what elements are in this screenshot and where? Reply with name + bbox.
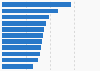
Bar	[2, 64, 33, 69]
Bar	[2, 9, 58, 13]
Bar	[2, 33, 43, 38]
Bar	[2, 21, 46, 25]
Bar	[2, 2, 71, 7]
Bar	[2, 39, 42, 44]
Bar	[2, 15, 49, 19]
Bar	[2, 58, 38, 62]
Bar	[2, 27, 44, 32]
Bar	[2, 46, 41, 50]
Bar	[2, 52, 40, 56]
